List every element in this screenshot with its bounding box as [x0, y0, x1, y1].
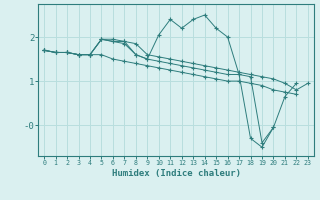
X-axis label: Humidex (Indice chaleur): Humidex (Indice chaleur) [111, 169, 241, 178]
